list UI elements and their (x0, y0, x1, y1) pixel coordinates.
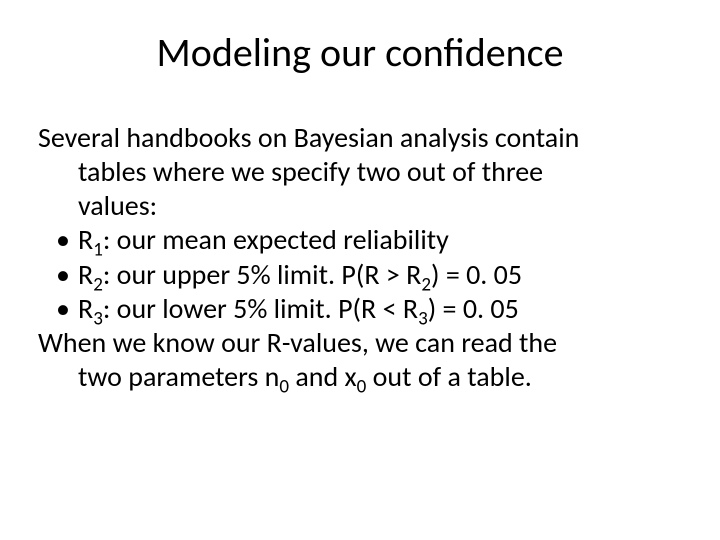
closing-sub1: 0 (279, 376, 289, 399)
slide-body: Several handbooks on Bayesian analysis c… (38, 121, 682, 394)
b3-var: R (78, 291, 93, 326)
bullet-2: R2: our upper 5% limit. P(R > R2) = 0. 0… (78, 258, 682, 292)
b1-text: : our mean expected reliability (103, 222, 449, 257)
b2-var: R (78, 257, 93, 292)
b3-mid: : our lower 5% limit. P(R < R (103, 291, 418, 326)
intro-line-2: tables where we specify two out of three (78, 154, 543, 189)
b3-post: ) = 0. 05 (428, 291, 519, 326)
intro-line-3: values: (78, 188, 157, 223)
closing-paragraph: When we know our R-values, we can read t… (38, 326, 682, 394)
slide-title: Modeling our confidence (38, 28, 682, 77)
bullet-list: R1: our mean expected reliability R2: ou… (38, 223, 682, 325)
closing-sub2: 0 (357, 376, 367, 399)
bullet-3: R3: our lower 5% limit. P(R < R3) = 0. 0… (78, 292, 682, 326)
closing-mid: and x (289, 359, 357, 394)
b2-mid: : our upper 5% limit. P(R > R (103, 257, 421, 292)
slide-container: Modeling our confidence Several handbook… (0, 0, 720, 540)
intro-paragraph: Several handbooks on Bayesian analysis c… (38, 121, 682, 223)
b2-post: ) = 0. 05 (431, 257, 522, 292)
closing-line-1: When we know our R-values, we can read t… (38, 325, 557, 360)
bullet-1: R1: our mean expected reliability (78, 223, 682, 257)
b3-sub2: 3 (418, 307, 428, 330)
closing-post: out of a table. (366, 359, 531, 394)
intro-line-1: Several handbooks on Bayesian analysis c… (38, 120, 579, 155)
b3-sub: 3 (93, 307, 103, 330)
b1-var: R (78, 222, 93, 257)
closing-pre: two parameters n (78, 359, 279, 394)
